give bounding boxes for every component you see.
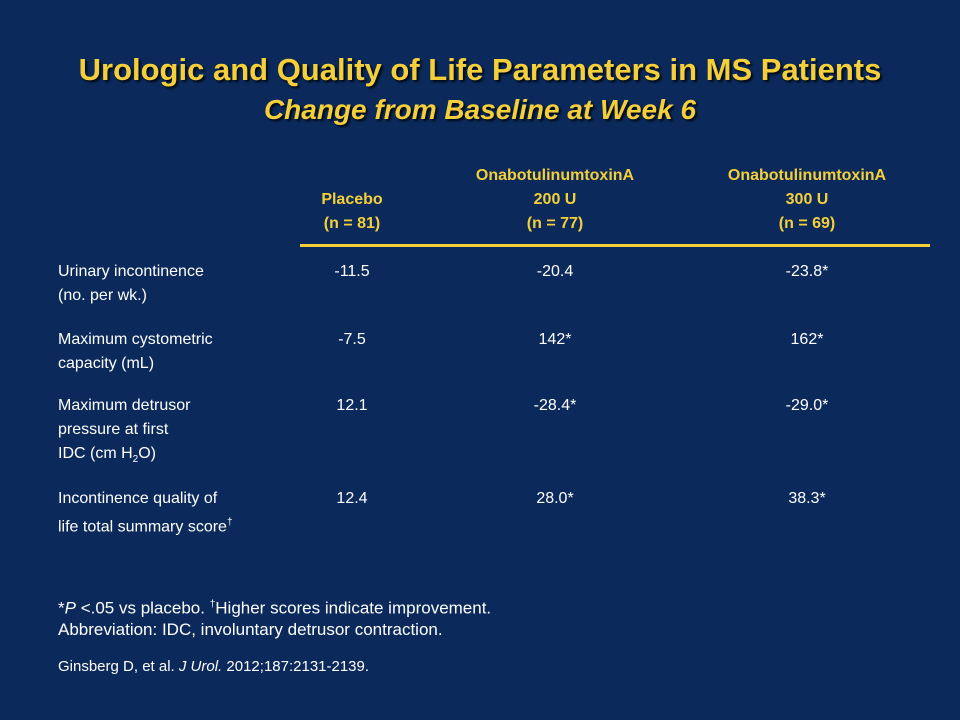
cell-placebo: 12.4 [336, 490, 368, 507]
column-header-onabot-200: OnabotulinumtoxinA 200 U (n = 77) [460, 164, 650, 236]
footnote-text: <.05 vs placebo. [75, 598, 210, 618]
column-n: (n = 77) [526, 215, 584, 232]
cell-onabot-300: 162* [790, 331, 824, 348]
subscript: 2 [132, 454, 139, 466]
cell-onabot-300: -29.0* [785, 397, 829, 414]
footnote-significance: *P <.05 vs placebo. †Higher scores indic… [58, 592, 938, 621]
row-label-line: capacity (mL) [58, 355, 155, 372]
asterisk: * [58, 598, 65, 618]
row-label-detrusor-pressure: Maximum detrusor pressure at first IDC (… [58, 394, 298, 472]
row-label-quality-of-life: Incontinence quality of life total summa… [58, 487, 308, 539]
slide-subtitle: Change from Baseline at Week 6 [263, 94, 697, 125]
column-name: Placebo [321, 191, 383, 208]
row-label-text: life total summary score [58, 518, 227, 536]
column-header-placebo: Placebo (n = 81) [292, 188, 412, 236]
reference-authors: Ginsberg D, et al. [58, 658, 179, 675]
row-label-line: Maximum detrusor [58, 397, 191, 414]
row-label-line: Incontinence quality of [58, 490, 218, 507]
cell-onabot-200: -20.4 [536, 263, 574, 280]
column-n: (n = 81) [323, 215, 381, 232]
column-dose: 200 U [533, 191, 577, 208]
reference-journal: J Urol. [178, 658, 223, 675]
row-label-text: O) [138, 445, 156, 462]
footnote-text: Higher scores indicate improvement. [215, 598, 492, 618]
column-name: OnabotulinumtoxinA [727, 167, 887, 184]
cell-onabot-200: 28.0* [536, 490, 574, 507]
row-label-line: pressure at first [58, 421, 169, 438]
column-name: OnabotulinumtoxinA [475, 167, 635, 184]
cell-placebo: 12.1 [336, 397, 368, 414]
dagger-mark: † [226, 517, 233, 528]
column-n: (n = 69) [778, 215, 836, 232]
cell-placebo: -11.5 [334, 263, 370, 280]
row-label-line: IDC (cm H2O) [58, 442, 298, 472]
cell-onabot-300: 38.3* [788, 490, 826, 507]
cell-onabot-300: -23.8* [785, 263, 829, 280]
column-header-onabot-300: OnabotulinumtoxinA 300 U (n = 69) [712, 164, 902, 236]
p-italic: P [64, 598, 76, 618]
row-label-line: life total summary score† [58, 511, 308, 539]
dagger-mark: † [209, 599, 216, 610]
reference: Ginsberg D, et al. J Urol. 2012;187:2131… [58, 656, 938, 678]
reference-details: 2012;187:2131-2139. [222, 658, 370, 675]
cell-placebo: -7.5 [338, 331, 366, 348]
header-divider [300, 244, 930, 247]
footnote-abbreviation: Abbreviation: IDC, involuntary detrusor … [58, 620, 443, 639]
row-label-line: Maximum cystometric [58, 331, 213, 348]
slide-title: Urologic and Quality of Life Parameters … [78, 52, 882, 87]
row-label-urinary-incontinence: Urinary incontinence (no. per wk.) [58, 260, 298, 308]
row-label-line: (no. per wk.) [58, 287, 147, 304]
row-label-line: Urinary incontinence [58, 263, 204, 280]
row-label-text: IDC (cm H [58, 445, 133, 462]
cell-onabot-200: -28.4* [533, 397, 577, 414]
cell-onabot-200: 142* [538, 331, 572, 348]
row-label-cystometric-capacity: Maximum cystometric capacity (mL) [58, 328, 298, 376]
column-dose: 300 U [785, 191, 829, 208]
